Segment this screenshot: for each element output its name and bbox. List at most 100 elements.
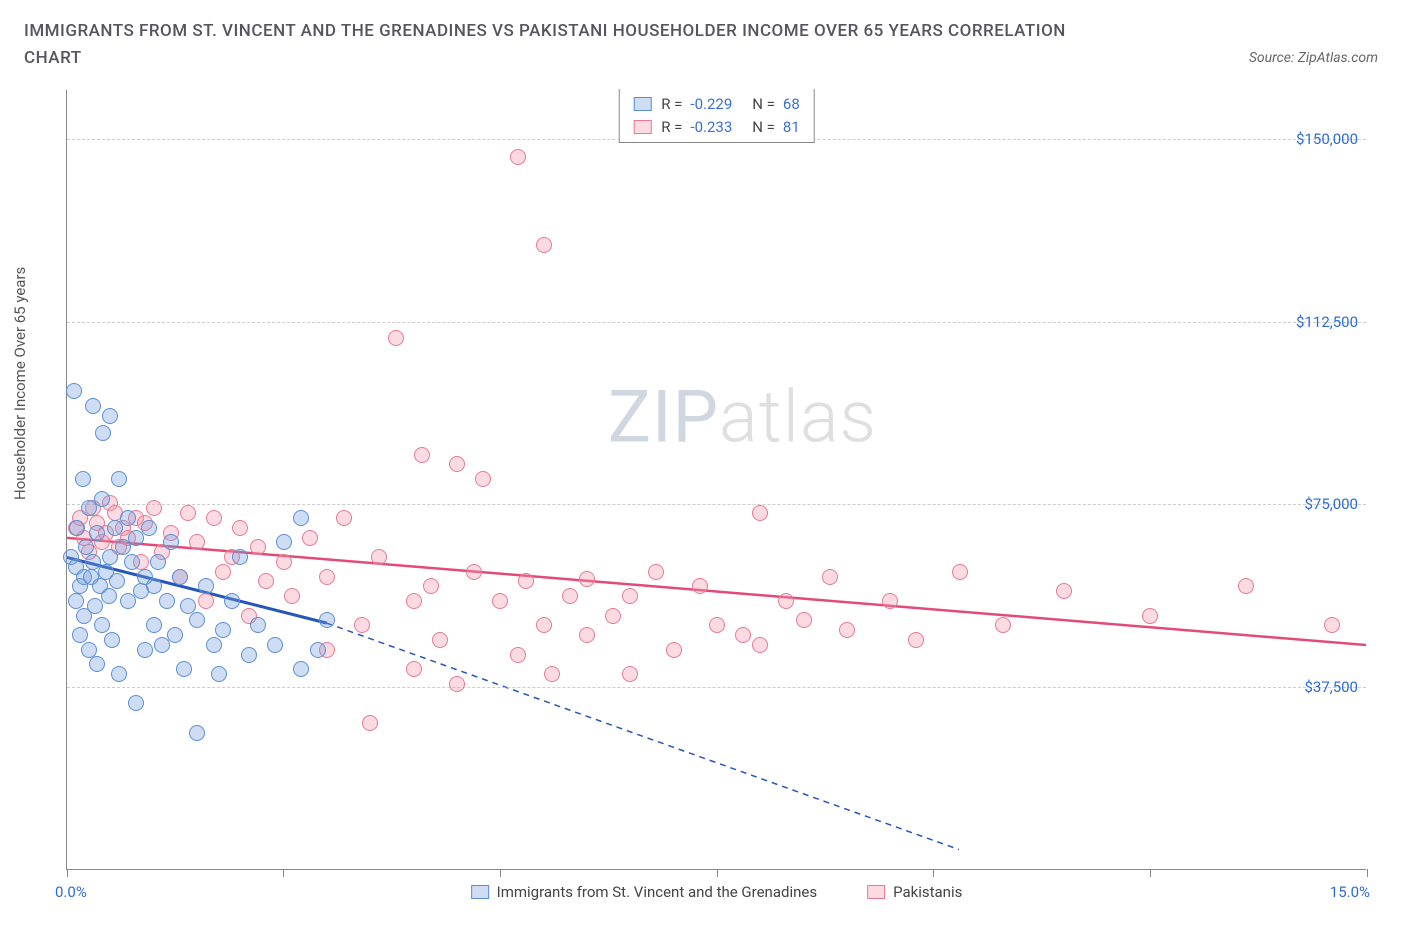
data-point [475, 471, 491, 487]
data-point [735, 627, 751, 643]
data-point [648, 564, 664, 580]
chart-title: IMMIGRANTS FROM ST. VINCENT AND THE GREN… [24, 18, 1124, 72]
r-label: R = [661, 93, 682, 116]
data-point [882, 593, 898, 609]
data-point [111, 666, 127, 682]
data-point [518, 573, 534, 589]
data-point [206, 510, 222, 526]
data-point [75, 471, 91, 487]
data-point [215, 564, 231, 580]
n-label: N = [752, 116, 775, 139]
data-point [354, 617, 370, 633]
legend-swatch [471, 885, 489, 899]
data-point [622, 666, 638, 682]
data-point [267, 637, 283, 653]
data-point [87, 598, 103, 614]
data-point [336, 510, 352, 526]
y-tick-label: $150,000 [1296, 130, 1358, 148]
data-point [952, 564, 968, 580]
data-point [232, 549, 248, 565]
y-tick-label: $75,000 [1304, 495, 1358, 513]
data-point [1238, 578, 1254, 594]
legend-item: Immigrants from St. Vincent and the Gren… [471, 883, 817, 901]
data-point [796, 612, 812, 628]
legend-label: Immigrants from St. Vincent and the Gren… [497, 883, 817, 901]
n-label: N = [752, 93, 775, 116]
legend-item: Pakistanis [867, 883, 962, 901]
data-point [250, 539, 266, 555]
data-point [141, 520, 157, 536]
data-point [72, 627, 88, 643]
data-point [492, 593, 508, 609]
plot-area: ZIPatlas R =-0.229N =68R =-0.233N =81 0.… [66, 90, 1366, 870]
legend-label: Pakistanis [893, 883, 962, 901]
data-point [432, 632, 448, 648]
x-axis-min-label: 0.0% [55, 883, 87, 901]
data-point [94, 617, 110, 633]
data-point [319, 612, 335, 628]
data-point [692, 578, 708, 594]
data-point [81, 642, 97, 658]
watermark: ZIPatlas [608, 375, 877, 460]
x-tick [283, 869, 284, 877]
n-value: 81 [783, 116, 800, 139]
data-point [423, 578, 439, 594]
series-legend: Immigrants from St. Vincent and the Gren… [471, 883, 963, 901]
data-point [752, 505, 768, 521]
data-point [406, 593, 422, 609]
data-point [128, 695, 144, 711]
y-axis-label: Householder Income Over 65 years [11, 267, 29, 500]
r-value: -0.233 [690, 116, 732, 139]
data-point [241, 647, 257, 663]
r-value: -0.229 [690, 93, 732, 116]
data-point [544, 666, 560, 682]
data-point [104, 632, 120, 648]
data-point [276, 534, 292, 550]
data-point [302, 530, 318, 546]
data-point [510, 149, 526, 165]
chart-container: Householder Income Over 65 years ZIPatla… [24, 90, 1382, 910]
data-point [224, 593, 240, 609]
data-point [622, 588, 638, 604]
data-point [778, 593, 794, 609]
data-point [1056, 583, 1072, 599]
n-value: 68 [783, 93, 800, 116]
data-point [163, 534, 179, 550]
data-point [1324, 617, 1340, 633]
data-point [562, 588, 578, 604]
data-point [232, 520, 248, 536]
data-point [310, 642, 326, 658]
data-point [176, 661, 192, 677]
legend-swatch [633, 120, 651, 134]
trend-lines [67, 90, 1366, 869]
data-point [995, 617, 1011, 633]
legend-row: R = -0.229 N = 68 [633, 93, 800, 116]
data-point [172, 569, 188, 585]
data-point [78, 539, 94, 555]
data-point [198, 578, 214, 594]
data-point [102, 408, 118, 424]
y-tick-label: $37,500 [1304, 678, 1358, 696]
x-axis-max-label: 15.0% [1330, 883, 1370, 901]
data-point [111, 471, 127, 487]
data-point [95, 425, 111, 441]
data-point [276, 554, 292, 570]
data-point [822, 569, 838, 585]
x-tick [1367, 869, 1368, 877]
data-point [752, 637, 768, 653]
data-point [293, 510, 309, 526]
x-tick [67, 869, 68, 877]
data-point [211, 666, 227, 682]
legend-row: R = -0.233 N = 81 [633, 116, 800, 139]
source-label: Source: ZipAtlas.com [1249, 50, 1378, 66]
data-point [167, 627, 183, 643]
data-point [258, 573, 274, 589]
data-point [579, 571, 595, 587]
data-point [189, 612, 205, 628]
data-point [908, 632, 924, 648]
data-point [146, 617, 162, 633]
data-point [124, 554, 140, 570]
r-label: R = [661, 116, 682, 139]
data-point [466, 564, 482, 580]
data-point [284, 588, 300, 604]
